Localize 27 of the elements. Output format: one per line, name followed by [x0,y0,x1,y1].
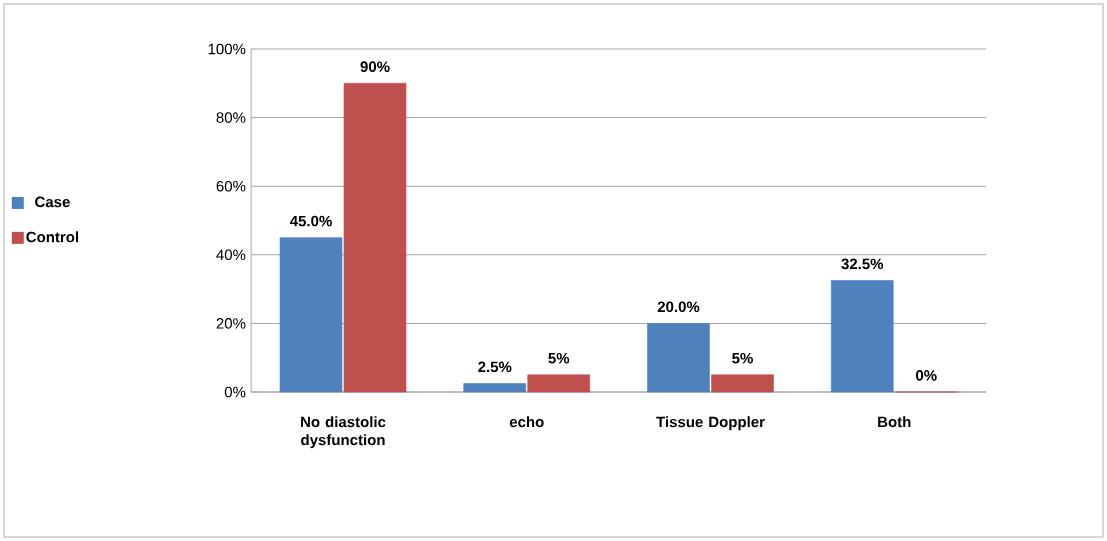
data-label: 2.5% [478,361,512,373]
x-tick-label: Both [878,416,911,428]
bar [343,83,407,393]
data-label: 5% [548,352,570,364]
y-tick-label: 0% [224,386,246,398]
legend-label: Case [35,196,70,208]
data-label: 5% [732,352,753,364]
x-tick-label: echo [509,416,544,428]
data-label: 45.0% [289,215,332,227]
x-tick-label: Tissue Doppler [656,416,765,431]
x-tick-label: No diastolic dysfunction [301,416,386,449]
bar [279,237,343,393]
y-tick-label: 60% [216,180,246,192]
data-label: 90% [360,61,390,72]
bar [830,280,894,393]
y-tick-label: 80% [216,112,246,123]
data-label: 32.5% [841,258,884,270]
y-tick-label: 20% [216,318,246,329]
data-label: 20.0% [657,301,700,313]
legend-label: Control [26,231,79,243]
y-tick-label: 40% [216,249,246,261]
bar [711,374,774,393]
bar [527,374,591,393]
bar [647,323,710,393]
y-tick-label: 100% [208,43,246,55]
bar [463,383,527,393]
data-label: 0% [916,370,937,381]
